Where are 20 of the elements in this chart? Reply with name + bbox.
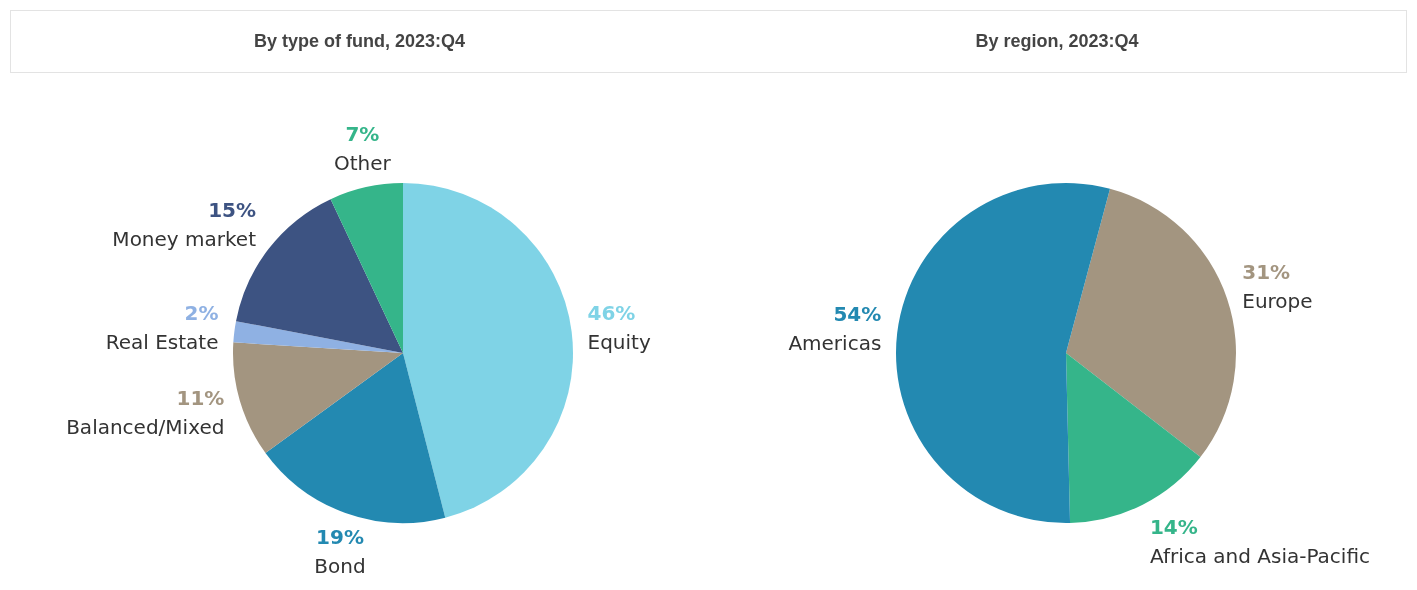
slice-label: Europe <box>1242 289 1313 314</box>
data-label: 54% <box>833 302 882 327</box>
slice-label: Other <box>334 151 392 176</box>
slice-label: Real Estate <box>105 329 219 354</box>
data-label: 19% <box>316 524 364 549</box>
data-label: 2% <box>184 300 219 325</box>
slice-label: Money market <box>112 227 257 252</box>
data-label: 31% <box>1242 260 1291 285</box>
chart-title: By type of fund, 2023:Q4 <box>10 10 708 73</box>
data-label: 11% <box>176 385 225 410</box>
data-label: 46% <box>587 300 636 325</box>
data-label: 15% <box>208 198 257 223</box>
slice-label: Equity <box>587 329 651 354</box>
slice-label: Balanced/Mixed <box>66 414 225 439</box>
slice-label: Americas <box>788 331 882 356</box>
data-label: 7% <box>345 122 380 147</box>
slice-label: Bond <box>314 553 366 578</box>
chart-title: By region, 2023:Q4 <box>708 10 1407 73</box>
data-label: 14% <box>1149 514 1198 539</box>
slice-label: Africa and Asia-Pacific <box>1149 543 1370 568</box>
